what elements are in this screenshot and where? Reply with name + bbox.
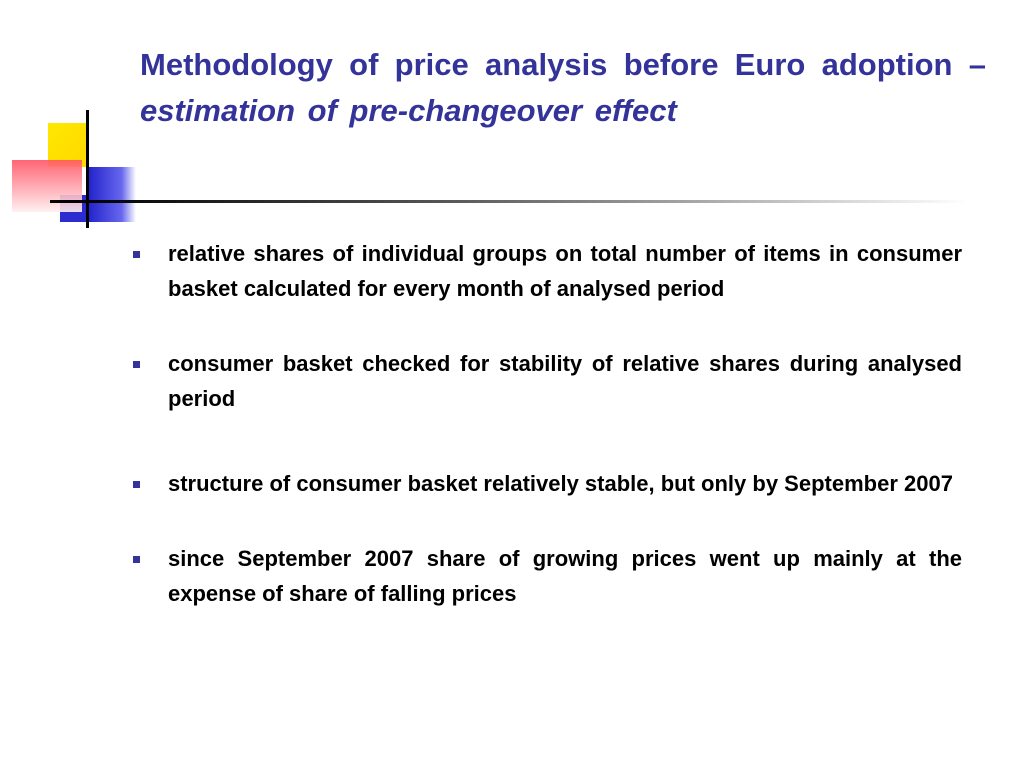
vertical-line: [86, 110, 89, 228]
bullet-list: relative shares of individual groups on …: [130, 236, 962, 611]
divider-line: [88, 200, 968, 203]
bullet: structure of consumer basket relatively …: [130, 466, 962, 501]
bullet: since September 2007 share of growing pr…: [130, 541, 962, 611]
title-emphasis: estimation of pre-changeover effect: [140, 93, 677, 128]
slide-title: Methodology of price analysis before Eur…: [140, 42, 986, 134]
bullet: consumer basket checked for stability of…: [130, 346, 962, 416]
yellow-square: [48, 123, 88, 167]
red-block: [12, 160, 82, 212]
bullet: relative shares of individual groups on …: [130, 236, 962, 306]
title-main: Methodology of price analysis before Eur…: [140, 47, 986, 82]
horizontal-line-short: [50, 200, 100, 203]
blue-square: [88, 167, 136, 222]
